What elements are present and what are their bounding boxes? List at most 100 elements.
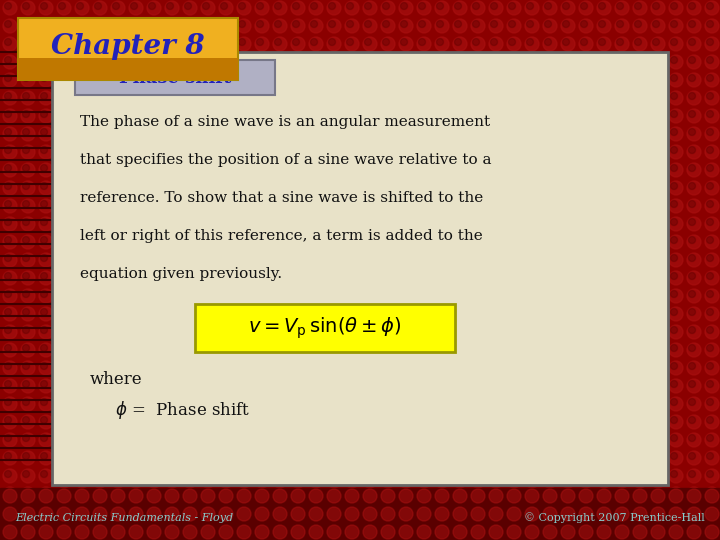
Circle shape	[687, 415, 701, 429]
Circle shape	[22, 219, 30, 226]
Circle shape	[22, 165, 30, 172]
Circle shape	[706, 21, 714, 28]
Circle shape	[705, 343, 719, 357]
Circle shape	[4, 273, 12, 280]
FancyBboxPatch shape	[52, 52, 668, 485]
Circle shape	[40, 75, 48, 82]
Circle shape	[508, 489, 516, 496]
Circle shape	[273, 489, 287, 503]
Circle shape	[345, 19, 359, 33]
Circle shape	[327, 1, 341, 15]
Circle shape	[598, 489, 606, 496]
Circle shape	[435, 19, 449, 33]
Circle shape	[129, 37, 143, 51]
Circle shape	[111, 487, 125, 501]
Circle shape	[705, 507, 719, 521]
Circle shape	[184, 489, 192, 496]
Circle shape	[669, 307, 683, 321]
Circle shape	[40, 254, 48, 261]
Circle shape	[147, 507, 161, 521]
Circle shape	[147, 525, 161, 539]
Circle shape	[687, 37, 701, 51]
Circle shape	[3, 523, 17, 537]
Circle shape	[22, 21, 30, 28]
Circle shape	[687, 199, 701, 213]
Circle shape	[652, 38, 660, 45]
Circle shape	[706, 237, 714, 244]
Circle shape	[238, 524, 246, 531]
Circle shape	[40, 399, 48, 406]
Circle shape	[706, 362, 714, 369]
Circle shape	[292, 38, 300, 45]
Circle shape	[21, 507, 35, 521]
Circle shape	[93, 1, 107, 15]
Circle shape	[687, 1, 701, 15]
Circle shape	[669, 451, 683, 465]
Circle shape	[670, 308, 678, 315]
Circle shape	[220, 3, 228, 10]
Circle shape	[130, 38, 138, 45]
Circle shape	[436, 507, 444, 514]
Circle shape	[687, 325, 701, 339]
Circle shape	[526, 38, 534, 45]
Circle shape	[597, 487, 611, 501]
Circle shape	[634, 21, 642, 28]
Circle shape	[471, 1, 485, 15]
Circle shape	[670, 489, 678, 496]
Circle shape	[543, 1, 557, 15]
Circle shape	[345, 37, 359, 51]
Circle shape	[687, 145, 701, 159]
Circle shape	[562, 489, 570, 496]
Circle shape	[111, 37, 125, 51]
Circle shape	[525, 525, 539, 539]
Circle shape	[57, 489, 71, 503]
Circle shape	[688, 237, 696, 244]
Circle shape	[273, 19, 287, 33]
Circle shape	[22, 38, 30, 45]
Circle shape	[165, 505, 179, 519]
Circle shape	[364, 38, 372, 45]
Circle shape	[597, 19, 611, 33]
Circle shape	[705, 19, 719, 33]
Circle shape	[705, 415, 719, 429]
Circle shape	[291, 1, 305, 15]
Circle shape	[436, 38, 444, 45]
Circle shape	[616, 489, 624, 496]
Circle shape	[651, 487, 665, 501]
Circle shape	[184, 21, 192, 28]
Circle shape	[688, 21, 696, 28]
Circle shape	[255, 1, 269, 15]
Circle shape	[39, 1, 53, 15]
Circle shape	[255, 523, 269, 537]
Circle shape	[472, 524, 480, 531]
Circle shape	[507, 505, 521, 519]
Circle shape	[399, 1, 413, 15]
Circle shape	[507, 37, 521, 51]
Circle shape	[363, 19, 377, 33]
Circle shape	[40, 416, 48, 423]
Circle shape	[148, 21, 156, 28]
Circle shape	[22, 237, 30, 244]
Circle shape	[219, 507, 233, 521]
Circle shape	[3, 505, 17, 519]
Circle shape	[651, 525, 665, 539]
Circle shape	[687, 379, 701, 393]
Circle shape	[705, 451, 719, 465]
Circle shape	[238, 507, 246, 514]
Circle shape	[688, 470, 696, 477]
Circle shape	[112, 38, 120, 45]
Circle shape	[561, 505, 575, 519]
Circle shape	[652, 3, 660, 10]
Circle shape	[705, 253, 719, 267]
Circle shape	[633, 505, 647, 519]
Circle shape	[21, 469, 35, 483]
Circle shape	[381, 37, 395, 51]
Circle shape	[706, 254, 714, 261]
Circle shape	[507, 19, 521, 33]
Circle shape	[669, 507, 683, 521]
Circle shape	[363, 487, 377, 501]
Circle shape	[4, 165, 12, 172]
Circle shape	[435, 1, 449, 15]
Circle shape	[363, 507, 377, 521]
Circle shape	[544, 524, 552, 531]
